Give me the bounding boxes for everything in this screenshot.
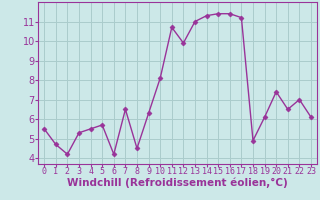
X-axis label: Windchill (Refroidissement éolien,°C): Windchill (Refroidissement éolien,°C) xyxy=(67,178,288,188)
